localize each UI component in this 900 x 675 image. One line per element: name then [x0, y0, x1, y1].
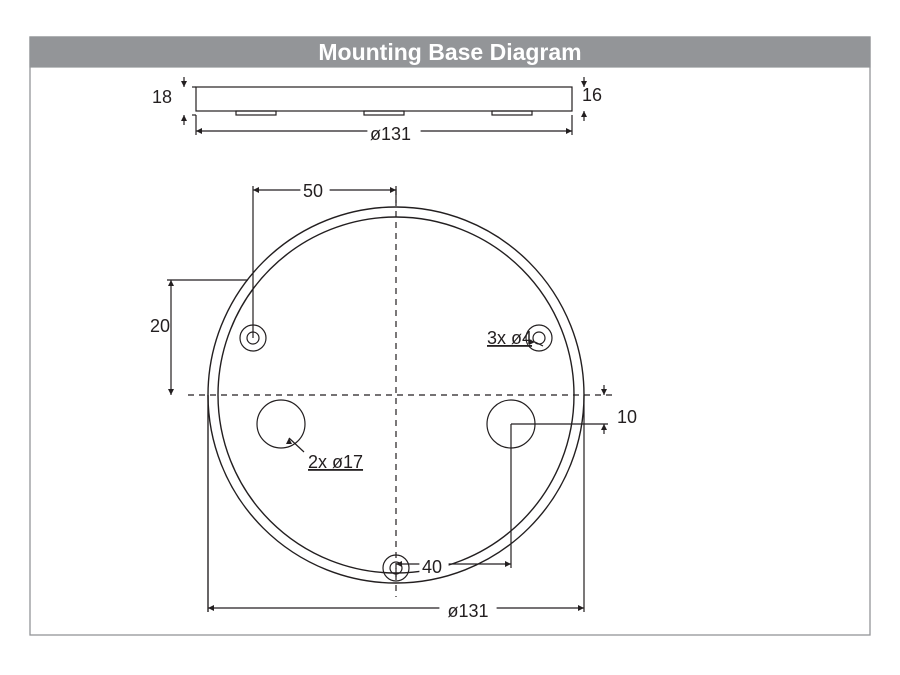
dim-20: 20 — [150, 316, 170, 336]
dim-diameter-side: ø131 — [370, 124, 411, 144]
dim-10: 10 — [617, 407, 637, 427]
dim-40: 40 — [422, 557, 442, 577]
dim-height-right: 16 — [582, 85, 602, 105]
dim-50: 50 — [303, 181, 323, 201]
callout-3x-o4: 3x ø4 — [487, 328, 532, 348]
title-text: Mounting Base Diagram — [318, 39, 581, 65]
dim-height-left: 18 — [152, 87, 172, 107]
callout-2x-o17: 2x ø17 — [308, 452, 363, 472]
dim-dia-plan: ø131 — [447, 601, 488, 621]
